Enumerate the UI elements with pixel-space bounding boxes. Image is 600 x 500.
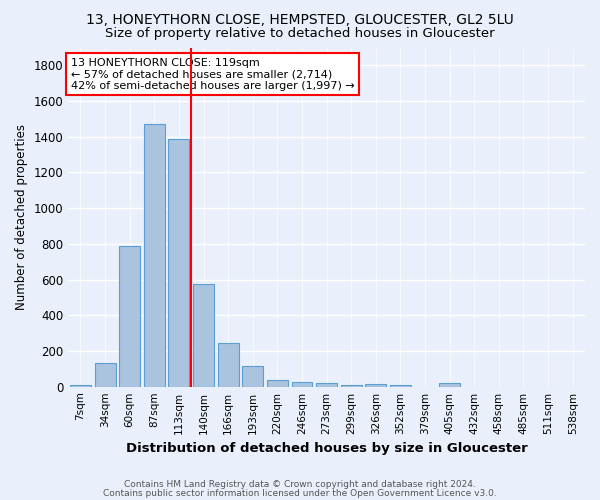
Text: 13, HONEYTHORN CLOSE, HEMPSTED, GLOUCESTER, GL2 5LU: 13, HONEYTHORN CLOSE, HEMPSTED, GLOUCEST…	[86, 12, 514, 26]
Bar	[70, 385, 91, 386]
Bar	[390, 385, 411, 386]
Bar	[95, 362, 116, 386]
Bar	[242, 366, 263, 386]
Text: Size of property relative to detached houses in Gloucester: Size of property relative to detached ho…	[105, 28, 495, 40]
Bar	[193, 284, 214, 386]
Y-axis label: Number of detached properties: Number of detached properties	[15, 124, 28, 310]
Text: Contains public sector information licensed under the Open Government Licence v3: Contains public sector information licen…	[103, 488, 497, 498]
Bar	[119, 246, 140, 386]
Text: Contains HM Land Registry data © Crown copyright and database right 2024.: Contains HM Land Registry data © Crown c…	[124, 480, 476, 489]
Bar	[144, 124, 165, 386]
Bar	[292, 382, 313, 386]
Bar	[267, 380, 288, 386]
Bar	[218, 343, 239, 386]
Text: 13 HONEYTHORN CLOSE: 119sqm
← 57% of detached houses are smaller (2,714)
42% of : 13 HONEYTHORN CLOSE: 119sqm ← 57% of det…	[71, 58, 355, 91]
Bar	[439, 383, 460, 386]
Bar	[341, 385, 362, 386]
X-axis label: Distribution of detached houses by size in Gloucester: Distribution of detached houses by size …	[126, 442, 527, 455]
Bar	[316, 383, 337, 386]
Bar	[365, 384, 386, 386]
Bar	[169, 138, 190, 386]
